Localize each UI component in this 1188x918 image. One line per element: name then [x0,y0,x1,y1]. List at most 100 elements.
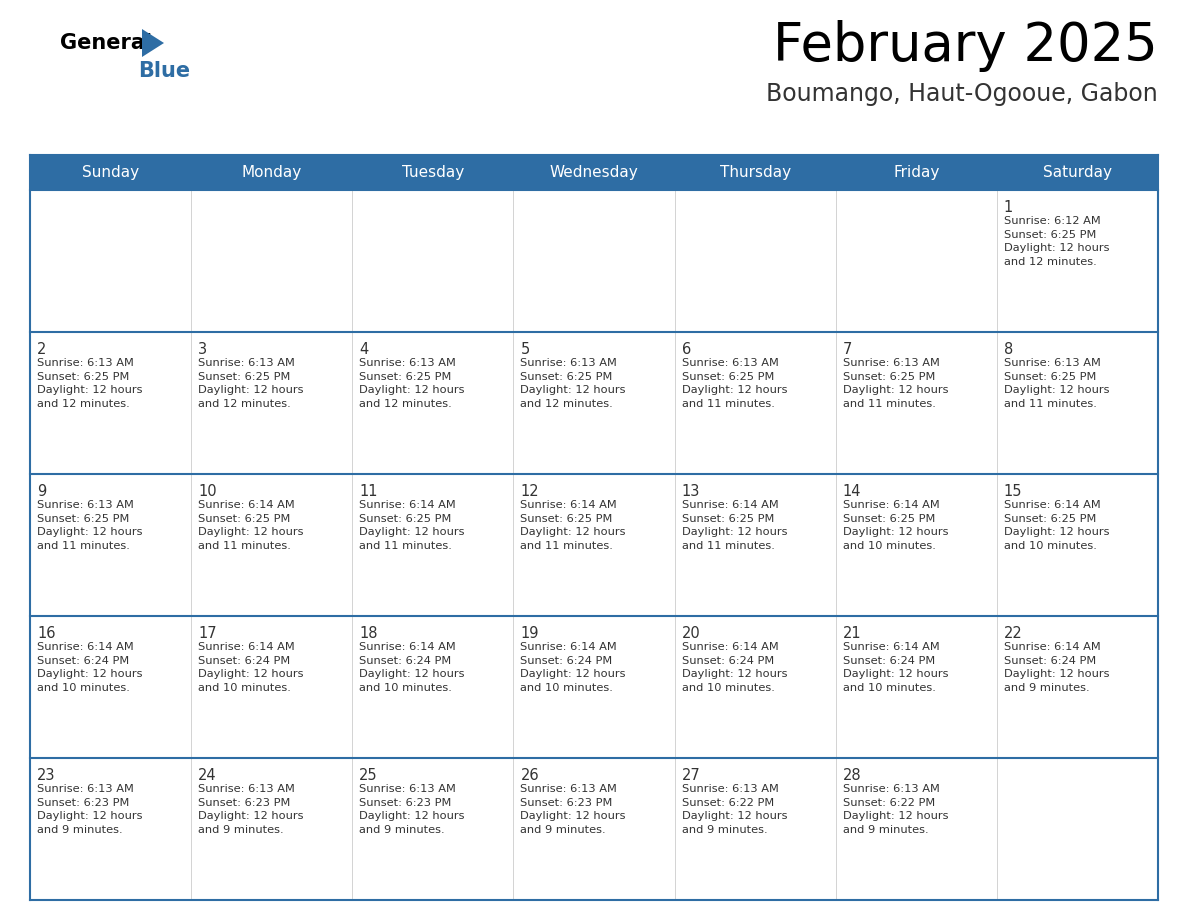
Text: Sunrise: 6:12 AM
Sunset: 6:25 PM
Daylight: 12 hours
and 12 minutes.: Sunrise: 6:12 AM Sunset: 6:25 PM Dayligh… [1004,216,1110,267]
Text: Monday: Monday [241,165,302,180]
Text: Sunrise: 6:13 AM
Sunset: 6:23 PM
Daylight: 12 hours
and 9 minutes.: Sunrise: 6:13 AM Sunset: 6:23 PM Dayligh… [37,784,143,834]
Text: Sunrise: 6:13 AM
Sunset: 6:23 PM
Daylight: 12 hours
and 9 minutes.: Sunrise: 6:13 AM Sunset: 6:23 PM Dayligh… [198,784,304,834]
Bar [30,616,191,758]
Text: Sunrise: 6:14 AM
Sunset: 6:25 PM
Daylight: 12 hours
and 10 minutes.: Sunrise: 6:14 AM Sunset: 6:25 PM Dayligh… [842,500,948,551]
Bar [30,155,1158,190]
Text: Sunrise: 6:14 AM
Sunset: 6:24 PM
Daylight: 12 hours
and 10 minutes.: Sunrise: 6:14 AM Sunset: 6:24 PM Dayligh… [520,642,626,693]
Text: Boumango, Haut-Ogooue, Gabon: Boumango, Haut-Ogooue, Gabon [766,82,1158,106]
Text: Sunrise: 6:14 AM
Sunset: 6:25 PM
Daylight: 12 hours
and 10 minutes.: Sunrise: 6:14 AM Sunset: 6:25 PM Dayligh… [1004,500,1110,551]
Bar [513,616,675,758]
Bar [675,474,835,616]
Bar [835,616,997,758]
Bar [191,474,353,616]
Bar [835,758,997,900]
Bar [835,332,997,474]
Text: 7: 7 [842,342,852,357]
Bar [675,190,835,332]
Text: 11: 11 [359,484,378,499]
Text: Sunrise: 6:14 AM
Sunset: 6:25 PM
Daylight: 12 hours
and 11 minutes.: Sunrise: 6:14 AM Sunset: 6:25 PM Dayligh… [520,500,626,551]
Bar [30,758,191,900]
Text: Saturday: Saturday [1043,165,1112,180]
Text: Sunrise: 6:13 AM
Sunset: 6:23 PM
Daylight: 12 hours
and 9 minutes.: Sunrise: 6:13 AM Sunset: 6:23 PM Dayligh… [359,784,465,834]
Text: Sunrise: 6:14 AM
Sunset: 6:24 PM
Daylight: 12 hours
and 9 minutes.: Sunrise: 6:14 AM Sunset: 6:24 PM Dayligh… [1004,642,1110,693]
Text: Sunrise: 6:13 AM
Sunset: 6:25 PM
Daylight: 12 hours
and 11 minutes.: Sunrise: 6:13 AM Sunset: 6:25 PM Dayligh… [682,358,788,409]
Text: Sunrise: 6:13 AM
Sunset: 6:25 PM
Daylight: 12 hours
and 12 minutes.: Sunrise: 6:13 AM Sunset: 6:25 PM Dayligh… [37,358,143,409]
Polygon shape [143,29,164,57]
Text: Sunrise: 6:13 AM
Sunset: 6:22 PM
Daylight: 12 hours
and 9 minutes.: Sunrise: 6:13 AM Sunset: 6:22 PM Dayligh… [842,784,948,834]
Text: Sunrise: 6:13 AM
Sunset: 6:25 PM
Daylight: 12 hours
and 11 minutes.: Sunrise: 6:13 AM Sunset: 6:25 PM Dayligh… [1004,358,1110,409]
Bar [191,190,353,332]
Bar [353,332,513,474]
Bar [353,758,513,900]
Text: Wednesday: Wednesday [550,165,638,180]
Text: Friday: Friday [893,165,940,180]
Text: Sunrise: 6:13 AM
Sunset: 6:23 PM
Daylight: 12 hours
and 9 minutes.: Sunrise: 6:13 AM Sunset: 6:23 PM Dayligh… [520,784,626,834]
Text: Sunrise: 6:13 AM
Sunset: 6:22 PM
Daylight: 12 hours
and 9 minutes.: Sunrise: 6:13 AM Sunset: 6:22 PM Dayligh… [682,784,788,834]
Text: 28: 28 [842,768,861,783]
Text: 20: 20 [682,626,700,641]
Text: 2: 2 [37,342,46,357]
Text: 14: 14 [842,484,861,499]
Text: 12: 12 [520,484,539,499]
Text: 21: 21 [842,626,861,641]
Text: 15: 15 [1004,484,1023,499]
Text: 16: 16 [37,626,56,641]
Text: Sunrise: 6:14 AM
Sunset: 6:24 PM
Daylight: 12 hours
and 10 minutes.: Sunrise: 6:14 AM Sunset: 6:24 PM Dayligh… [842,642,948,693]
Text: 10: 10 [198,484,216,499]
Text: Sunrise: 6:13 AM
Sunset: 6:25 PM
Daylight: 12 hours
and 12 minutes.: Sunrise: 6:13 AM Sunset: 6:25 PM Dayligh… [198,358,304,409]
Text: 26: 26 [520,768,539,783]
Bar [997,332,1158,474]
Bar [191,758,353,900]
Bar [30,332,191,474]
Bar [997,616,1158,758]
Bar [353,616,513,758]
Bar [997,190,1158,332]
Text: 22: 22 [1004,626,1023,641]
Text: Sunrise: 6:14 AM
Sunset: 6:24 PM
Daylight: 12 hours
and 10 minutes.: Sunrise: 6:14 AM Sunset: 6:24 PM Dayligh… [682,642,788,693]
Text: Sunrise: 6:13 AM
Sunset: 6:25 PM
Daylight: 12 hours
and 12 minutes.: Sunrise: 6:13 AM Sunset: 6:25 PM Dayligh… [520,358,626,409]
Text: 1: 1 [1004,200,1013,215]
Bar [835,190,997,332]
Bar [353,474,513,616]
Text: Sunrise: 6:13 AM
Sunset: 6:25 PM
Daylight: 12 hours
and 11 minutes.: Sunrise: 6:13 AM Sunset: 6:25 PM Dayligh… [842,358,948,409]
Text: Sunrise: 6:14 AM
Sunset: 6:25 PM
Daylight: 12 hours
and 11 minutes.: Sunrise: 6:14 AM Sunset: 6:25 PM Dayligh… [682,500,788,551]
Bar [513,474,675,616]
Bar [675,758,835,900]
Text: Sunrise: 6:13 AM
Sunset: 6:25 PM
Daylight: 12 hours
and 12 minutes.: Sunrise: 6:13 AM Sunset: 6:25 PM Dayligh… [359,358,465,409]
Text: 27: 27 [682,768,700,783]
Text: 23: 23 [37,768,56,783]
Text: 18: 18 [359,626,378,641]
Text: 13: 13 [682,484,700,499]
Text: Blue: Blue [138,61,190,81]
Text: 19: 19 [520,626,539,641]
Text: Sunrise: 6:14 AM
Sunset: 6:24 PM
Daylight: 12 hours
and 10 minutes.: Sunrise: 6:14 AM Sunset: 6:24 PM Dayligh… [37,642,143,693]
Bar [30,474,191,616]
Bar [353,190,513,332]
Text: General: General [61,33,152,53]
Text: Sunrise: 6:14 AM
Sunset: 6:24 PM
Daylight: 12 hours
and 10 minutes.: Sunrise: 6:14 AM Sunset: 6:24 PM Dayligh… [359,642,465,693]
Text: February 2025: February 2025 [773,20,1158,72]
Bar [513,332,675,474]
Text: Sunrise: 6:14 AM
Sunset: 6:25 PM
Daylight: 12 hours
and 11 minutes.: Sunrise: 6:14 AM Sunset: 6:25 PM Dayligh… [359,500,465,551]
Text: 9: 9 [37,484,46,499]
Text: Sunrise: 6:14 AM
Sunset: 6:25 PM
Daylight: 12 hours
and 11 minutes.: Sunrise: 6:14 AM Sunset: 6:25 PM Dayligh… [198,500,304,551]
Bar [675,616,835,758]
Bar [835,474,997,616]
Text: Sunrise: 6:14 AM
Sunset: 6:24 PM
Daylight: 12 hours
and 10 minutes.: Sunrise: 6:14 AM Sunset: 6:24 PM Dayligh… [198,642,304,693]
Bar [513,758,675,900]
Text: 8: 8 [1004,342,1013,357]
Bar [191,332,353,474]
Bar [997,758,1158,900]
Bar [191,616,353,758]
Bar [30,190,191,332]
Text: 5: 5 [520,342,530,357]
Text: 6: 6 [682,342,690,357]
Text: Sunrise: 6:13 AM
Sunset: 6:25 PM
Daylight: 12 hours
and 11 minutes.: Sunrise: 6:13 AM Sunset: 6:25 PM Dayligh… [37,500,143,551]
Bar [675,332,835,474]
Text: 25: 25 [359,768,378,783]
Text: 17: 17 [198,626,216,641]
Text: 4: 4 [359,342,368,357]
Text: Thursday: Thursday [720,165,791,180]
Bar [997,474,1158,616]
Text: 3: 3 [198,342,207,357]
